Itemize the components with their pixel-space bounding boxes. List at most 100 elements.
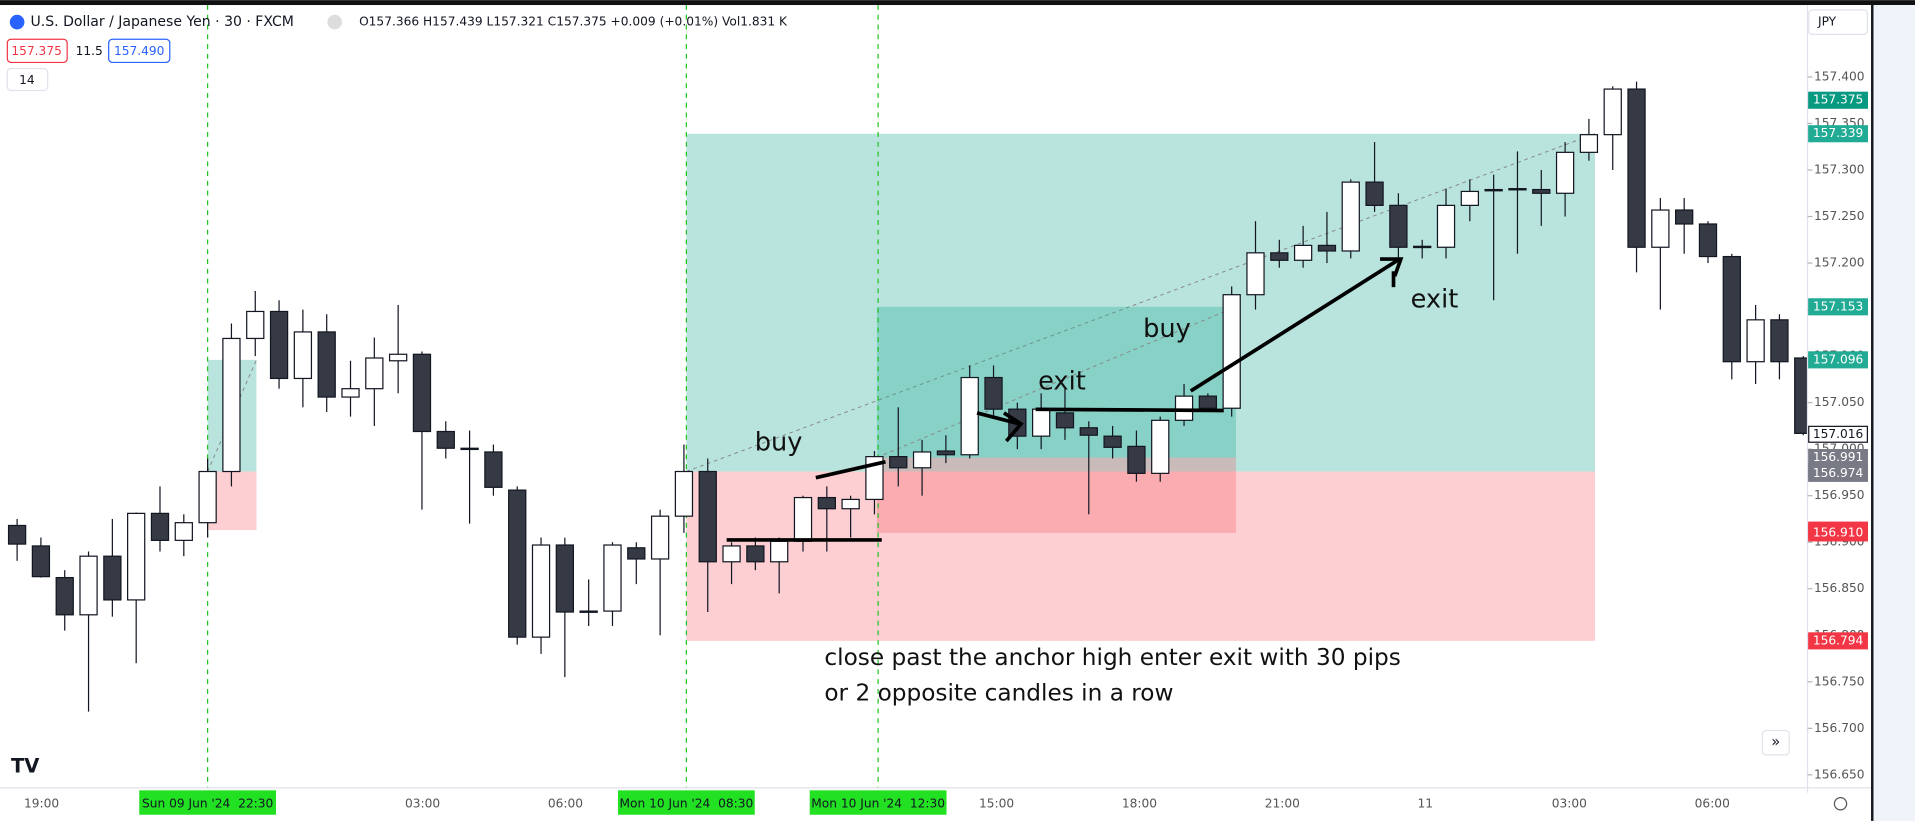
candle-body — [960, 376, 979, 456]
price-tag — [1808, 425, 1868, 443]
x-tick-label: 15:00 — [979, 796, 1014, 810]
candle-body — [746, 545, 765, 563]
plot-area — [7, 5, 1813, 788]
price-tag — [1808, 125, 1868, 143]
candle-body — [1127, 445, 1146, 474]
drawn-line — [1035, 407, 1224, 413]
candle-body — [246, 310, 265, 340]
candle-body — [436, 430, 455, 449]
candle-body — [936, 450, 956, 456]
scroll-button[interactable] — [1761, 729, 1790, 756]
arrow-head — [1002, 411, 1024, 443]
x-tick-label: 11 — [1417, 796, 1433, 810]
y-tick-label: 156.650 — [1814, 767, 1864, 781]
price-tag-label: 156.991 — [1813, 450, 1863, 464]
candle-body — [198, 470, 217, 524]
candle-body — [317, 331, 336, 398]
candle-body — [1246, 252, 1265, 296]
target-path — [876, 306, 1237, 458]
candle-body — [1103, 435, 1122, 448]
candle-body — [1579, 134, 1599, 153]
candle-body — [1079, 427, 1098, 436]
legend-header: U.S. Dollar / Japanese Yen · 30 · FXCM O… — [6, 9, 1868, 811]
scroll-icon: » — [1771, 734, 1780, 751]
y-tick-label: 156.950 — [1814, 488, 1864, 502]
candle-body — [1055, 412, 1075, 429]
sell-price: 157.375 — [11, 44, 61, 58]
sell-button[interactable] — [6, 38, 68, 64]
candle-body — [1198, 395, 1218, 409]
candle-body — [365, 357, 384, 390]
candle-body — [1627, 88, 1646, 248]
candle-body — [1436, 204, 1456, 248]
candle-body — [222, 337, 241, 473]
y-tick-label: 157.250 — [1814, 209, 1864, 223]
candle-body — [508, 489, 527, 638]
candle-body — [103, 555, 122, 601]
candle-body — [484, 451, 503, 488]
currency: JPY — [1817, 15, 1837, 29]
spread: 11.5 — [76, 44, 103, 58]
currency-button[interactable] — [1808, 9, 1868, 35]
price-tag-label: 156.974 — [1813, 466, 1864, 480]
candle-body — [1508, 188, 1527, 191]
drawings: buy exit buy exit close past the anchor high… — [726, 257, 1458, 706]
axes: 157.400157.350157.300157.250157.200157.1… — [0, 5, 1915, 821]
candle-body — [984, 376, 1003, 410]
candle-body — [79, 555, 98, 616]
candle-body — [150, 512, 170, 541]
settings-icon[interactable] — [1833, 797, 1848, 811]
ohlc: O157.366 H157.439 L157.321 C157.375 +0.0… — [359, 15, 788, 29]
arrow-head — [1380, 257, 1404, 277]
candle-body — [1603, 88, 1622, 136]
candle-body — [1484, 188, 1503, 192]
candle-body — [650, 515, 670, 560]
drawn-line — [1189, 257, 1401, 393]
candle-body — [603, 544, 622, 612]
candle-body — [865, 456, 884, 501]
price-tag-label: 157.375 — [1813, 93, 1863, 107]
annotation: buy — [1143, 314, 1191, 344]
price-tag — [1808, 464, 1868, 482]
loss-zone — [876, 457, 1236, 533]
annotation: exit — [1038, 366, 1086, 396]
x-tick-label: 18:00 — [1122, 796, 1157, 810]
loss-zone — [686, 471, 1596, 641]
symbol-icon — [9, 14, 25, 30]
candle-body — [579, 610, 598, 613]
price-tag — [1808, 91, 1868, 109]
annotation: buy — [755, 427, 803, 457]
candle-body — [293, 331, 313, 380]
logo: TV — [11, 755, 40, 778]
marker-label: Mon 10 Jun '24 08:30 — [619, 796, 753, 810]
symbol: U.S. Dollar / Japanese Yen · 30 · FXCM — [31, 14, 294, 30]
candle-body — [1317, 244, 1337, 252]
price-tag — [1808, 298, 1868, 316]
candle-body — [1389, 204, 1408, 248]
indicators-toggle[interactable] — [6, 67, 49, 92]
candle-body — [1722, 255, 1741, 363]
candle-body — [460, 447, 479, 451]
x-tick-label: 03:00 — [1552, 796, 1587, 810]
candle-body — [531, 544, 551, 638]
candle-body — [698, 470, 717, 563]
candle-body — [627, 547, 646, 560]
candle-body — [1460, 190, 1479, 206]
price-tag-label: 157.096 — [1813, 352, 1863, 366]
candle-body — [341, 388, 360, 398]
candle-body — [1675, 209, 1694, 225]
candle-body — [555, 544, 575, 613]
buy-button[interactable] — [108, 38, 171, 64]
candle-body — [1746, 319, 1765, 363]
y-tick-label: 157.400 — [1814, 69, 1864, 83]
candle-body — [388, 353, 408, 362]
candle-body — [1555, 151, 1575, 194]
status-icon — [327, 14, 342, 30]
candle-body — [31, 545, 51, 578]
marker-label-bg — [139, 790, 277, 815]
candle-body — [1174, 395, 1194, 421]
price-tag-label: 157.016 — [1813, 427, 1863, 441]
candle-body — [817, 496, 836, 510]
y-tick-label: 156.750 — [1814, 674, 1864, 688]
candle-body — [412, 353, 432, 433]
